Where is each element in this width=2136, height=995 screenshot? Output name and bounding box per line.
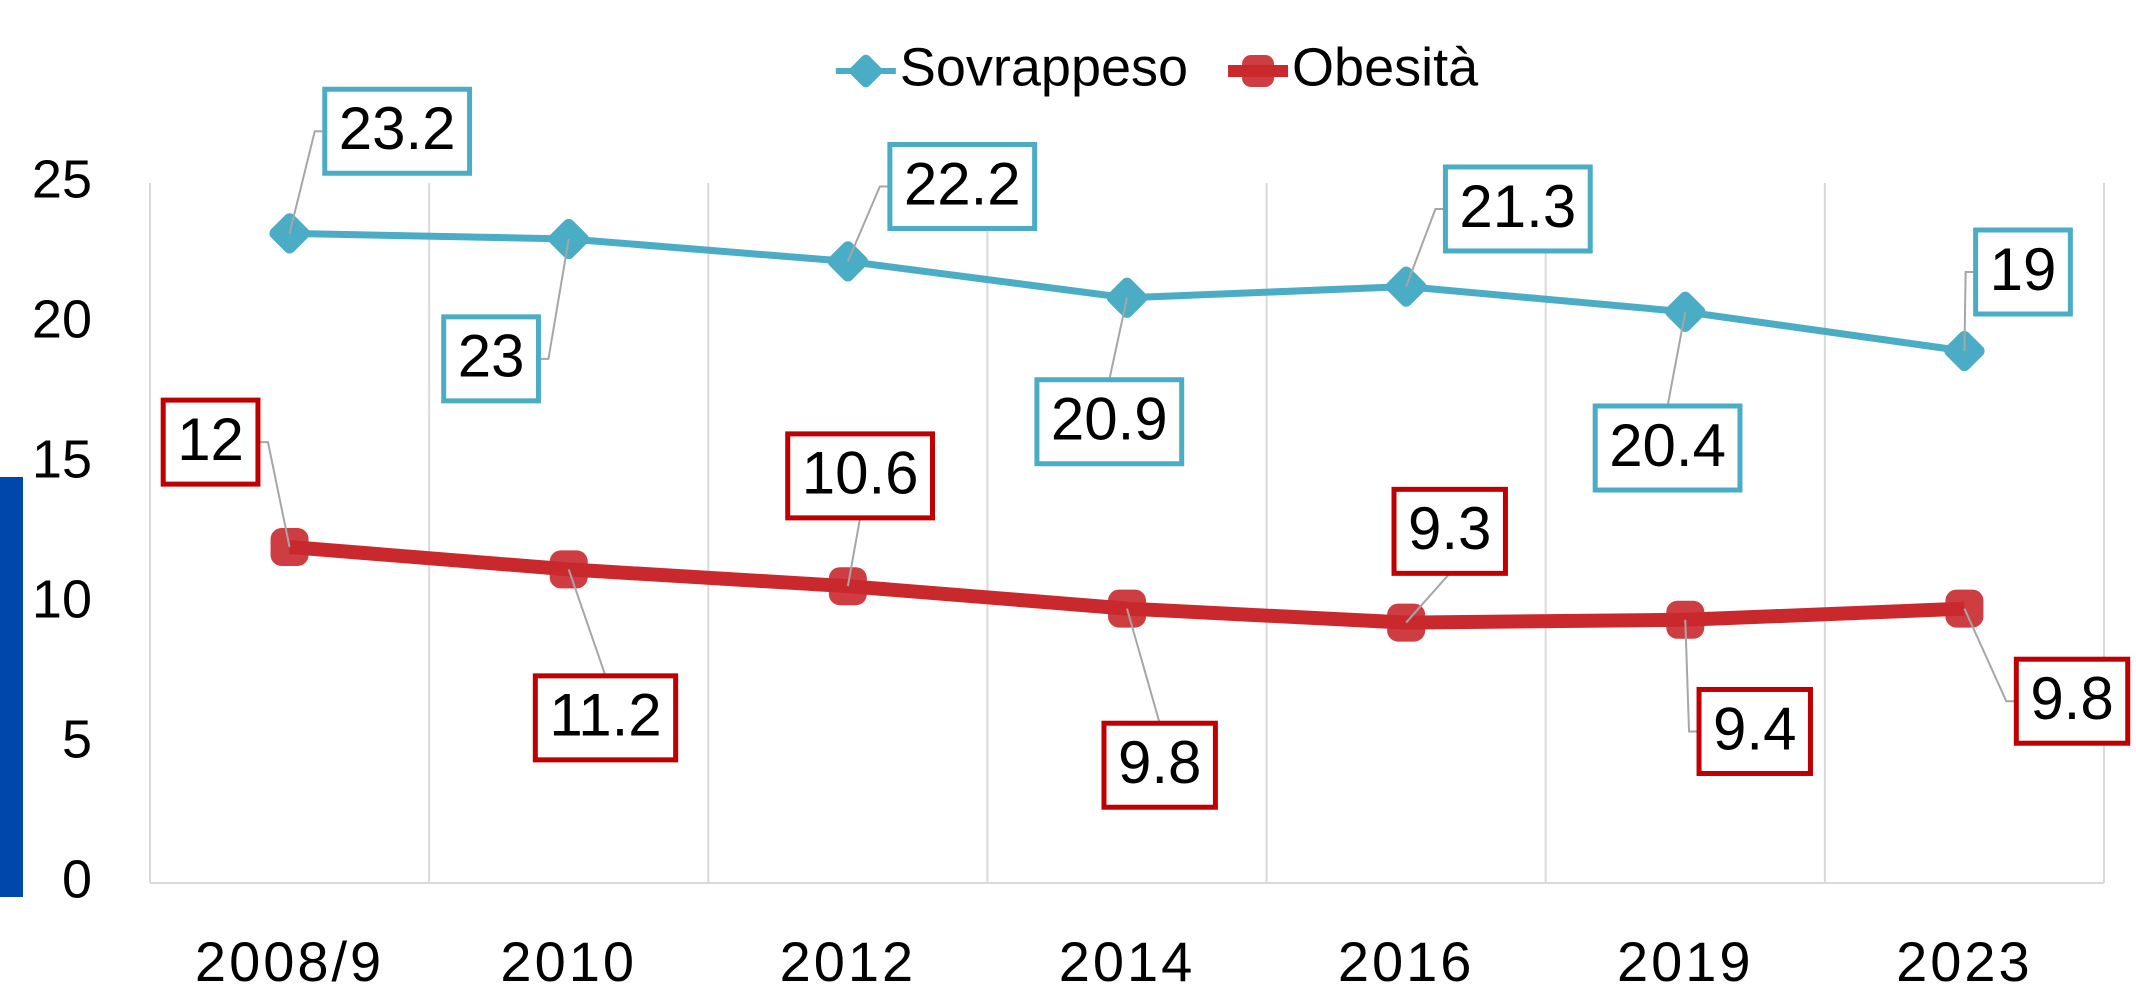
leader-line — [567, 569, 607, 677]
x-tick-label: 2008/9 — [195, 930, 384, 993]
legend-marker — [849, 54, 883, 88]
y-tick-label: 25 — [32, 149, 92, 209]
data-label-box — [1592, 403, 1743, 493]
x-tick-label: 2014 — [1059, 930, 1196, 993]
leader-line — [1963, 271, 1976, 352]
data-label: 9.4 — [1713, 695, 1796, 762]
leader-line — [1405, 207, 1446, 287]
data-label: 23.2 — [339, 95, 456, 162]
data-label: 11.2 — [549, 682, 661, 749]
data-label: 9.8 — [1118, 729, 1201, 796]
data-label-box — [160, 397, 261, 487]
x-tick-label: 2012 — [780, 930, 917, 993]
data-label: 20.4 — [1609, 412, 1726, 479]
legend: Sovrappeso Obesità — [835, 37, 1479, 97]
leader-line — [538, 238, 570, 360]
y-tick-label: 20 — [32, 289, 92, 349]
data-label-box — [887, 141, 1038, 231]
legend-label: Sovrappeso — [900, 37, 1188, 97]
legend-marker — [1242, 55, 1275, 87]
data-label: 10.6 — [802, 440, 919, 507]
data-label-box — [1442, 164, 1593, 254]
leader-line — [1126, 608, 1161, 724]
x-tick-label: 2010 — [500, 930, 637, 993]
leader-line — [1684, 619, 1700, 733]
y-tick-label: 15 — [32, 429, 92, 489]
y-tick-label: 0 — [62, 849, 92, 909]
leader-line — [1108, 297, 1128, 380]
data-label: 9.8 — [2030, 665, 2113, 732]
legend-item: Sovrappeso — [835, 37, 1188, 97]
data-label-box — [1101, 720, 1218, 810]
data-label: 12 — [177, 406, 244, 473]
data-label-box — [322, 86, 473, 176]
data-label-box — [1391, 486, 1508, 576]
leader-line — [288, 130, 325, 234]
x-tick-label: 2023 — [1896, 930, 2033, 993]
legend-item: Obesità — [1228, 37, 1479, 97]
y-tick-label: 5 — [62, 709, 92, 769]
data-label-box — [1696, 686, 1813, 776]
data-label-box — [532, 673, 679, 763]
data-label: 21.3 — [1459, 173, 1576, 240]
data-label-box — [441, 314, 541, 404]
leader-line — [257, 441, 291, 548]
data-label: 9.3 — [1408, 495, 1491, 562]
data-label: 23 — [458, 323, 525, 390]
y-tick-label: 10 — [32, 569, 92, 629]
data-label: 19 — [1990, 236, 2057, 303]
data-label-box — [1034, 377, 1185, 467]
data-label-box — [2013, 656, 2131, 746]
data-label-box — [1973, 227, 2073, 317]
data-label-box — [785, 431, 936, 521]
data-label: 22.2 — [904, 150, 1021, 217]
x-tick-label: 2016 — [1338, 930, 1475, 993]
leader-line — [1963, 608, 2017, 703]
leader-line — [846, 185, 890, 262]
leader-line — [1666, 311, 1687, 407]
leader-line — [1405, 572, 1451, 624]
legend-label: Obesità — [1292, 37, 1479, 97]
side-accent — [0, 477, 23, 897]
data-label: 20.9 — [1051, 386, 1168, 453]
leader-line — [846, 517, 862, 587]
x-tick-label: 2019 — [1617, 930, 1754, 993]
